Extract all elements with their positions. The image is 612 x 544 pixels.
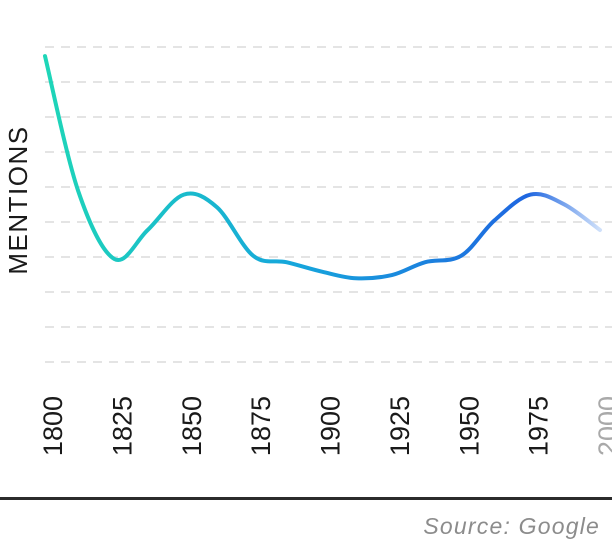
x-tick-label: 1800 — [38, 396, 68, 456]
x-tick-label: 1825 — [107, 396, 137, 456]
bottom-rule — [0, 497, 612, 500]
grid-lines — [45, 46, 612, 363]
x-tick-label: 2000 — [593, 396, 612, 456]
series-line — [43, 54, 602, 281]
x-tick-label: 1925 — [385, 396, 415, 456]
x-tick-label: 1875 — [246, 396, 276, 456]
x-tick-label: 1950 — [454, 396, 484, 456]
x-tick-label: 1975 — [524, 396, 554, 456]
y-axis-title: MENTIONS — [3, 125, 33, 274]
source-credit: Source: Google — [423, 513, 600, 539]
x-tick-label: 1900 — [316, 396, 346, 456]
x-tick-label: 1850 — [177, 396, 207, 456]
x-axis-ticks: 1800 1825 1850 1875 1900 1925 1950 1975 2000 — [38, 396, 612, 456]
